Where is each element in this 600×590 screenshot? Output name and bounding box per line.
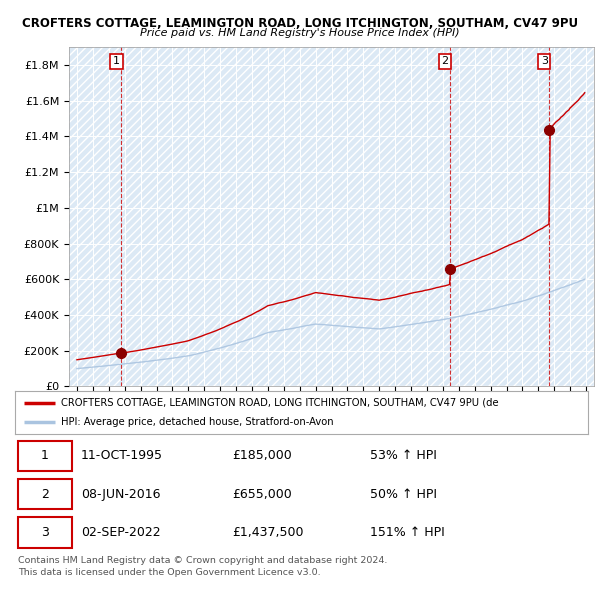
Text: 3: 3 <box>541 57 548 67</box>
Text: 2: 2 <box>442 57 449 67</box>
Text: CROFTERS COTTAGE, LEAMINGTON ROAD, LONG ITCHINGTON, SOUTHAM, CV47 9PU (de: CROFTERS COTTAGE, LEAMINGTON ROAD, LONG … <box>61 398 499 408</box>
Text: £1,437,500: £1,437,500 <box>233 526 304 539</box>
Text: This data is licensed under the Open Government Licence v3.0.: This data is licensed under the Open Gov… <box>18 568 320 576</box>
Text: 50% ↑ HPI: 50% ↑ HPI <box>370 487 437 501</box>
Text: 151% ↑ HPI: 151% ↑ HPI <box>370 526 445 539</box>
Text: CROFTERS COTTAGE, LEAMINGTON ROAD, LONG ITCHINGTON, SOUTHAM, CV47 9PU: CROFTERS COTTAGE, LEAMINGTON ROAD, LONG … <box>22 17 578 30</box>
FancyBboxPatch shape <box>18 517 73 548</box>
Text: Price paid vs. HM Land Registry's House Price Index (HPI): Price paid vs. HM Land Registry's House … <box>140 28 460 38</box>
Text: 1: 1 <box>113 57 120 67</box>
FancyBboxPatch shape <box>18 441 73 471</box>
Text: 1: 1 <box>41 449 49 463</box>
Text: Contains HM Land Registry data © Crown copyright and database right 2024.: Contains HM Land Registry data © Crown c… <box>18 556 388 565</box>
Text: HPI: Average price, detached house, Stratford-on-Avon: HPI: Average price, detached house, Stra… <box>61 417 334 427</box>
Text: 2: 2 <box>41 487 49 501</box>
Text: 08-JUN-2016: 08-JUN-2016 <box>81 487 160 501</box>
Text: 02-SEP-2022: 02-SEP-2022 <box>81 526 161 539</box>
Text: £185,000: £185,000 <box>233 449 292 463</box>
Text: £655,000: £655,000 <box>233 487 292 501</box>
Text: 11-OCT-1995: 11-OCT-1995 <box>81 449 163 463</box>
Text: 53% ↑ HPI: 53% ↑ HPI <box>370 449 437 463</box>
Text: 3: 3 <box>41 526 49 539</box>
FancyBboxPatch shape <box>18 479 73 509</box>
